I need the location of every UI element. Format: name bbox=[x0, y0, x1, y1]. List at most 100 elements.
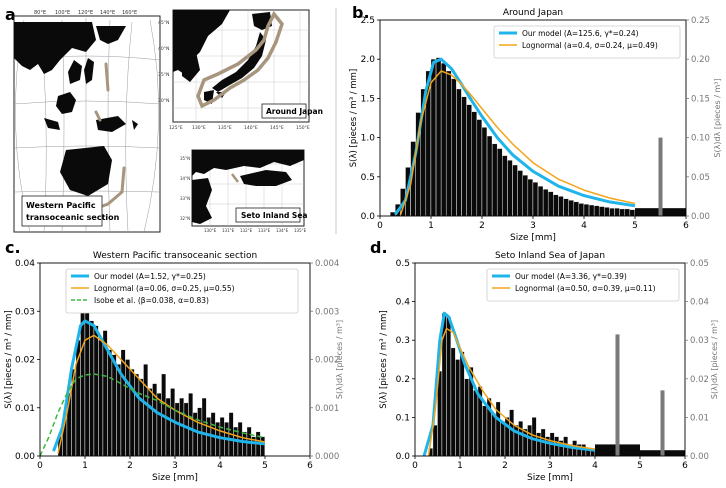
x-tick-label: 2 bbox=[479, 221, 485, 231]
y-tick-label: 0.2 bbox=[396, 375, 410, 385]
legend-label: Lognormal (a=0.50, σ=0.39, μ=0.11) bbox=[515, 284, 656, 293]
histogram-bar bbox=[126, 360, 130, 457]
y-tick-label: 0.5 bbox=[396, 259, 410, 269]
legend-label: Our model (A=3.36, γ*=0.39) bbox=[515, 272, 627, 281]
y-axis-right-label: S(λ)dλ [pieces / m³] bbox=[713, 78, 722, 157]
svg-text:135°E: 135°E bbox=[218, 125, 232, 131]
histogram-bar bbox=[492, 414, 496, 456]
histogram-bar bbox=[513, 165, 518, 216]
x-axis-label: Size [mm] bbox=[152, 473, 198, 483]
histogram-bar bbox=[604, 207, 609, 216]
svg-text:135°E: 135°E bbox=[294, 228, 307, 233]
histogram-bar bbox=[482, 127, 487, 216]
y-axis-right-label: S(λ)dλ [pieces / m³] bbox=[335, 320, 344, 399]
histogram-bar bbox=[543, 189, 548, 216]
histogram-bar bbox=[456, 360, 460, 457]
histogram-bar bbox=[579, 203, 584, 216]
histogram-bar bbox=[508, 160, 513, 216]
svg-text:130°E: 130°E bbox=[192, 125, 206, 131]
histogram-bar bbox=[553, 195, 558, 216]
svg-text:34°N: 34°N bbox=[180, 176, 190, 181]
histogram-bar bbox=[139, 379, 143, 456]
histogram-bar bbox=[497, 149, 502, 216]
svg-text:125°E: 125°E bbox=[169, 125, 183, 131]
figure-canvas: a. Western Pacific trans bbox=[0, 0, 726, 484]
y-tick-label: 2.0 bbox=[361, 55, 376, 65]
svg-text:140°E: 140°E bbox=[100, 10, 115, 16]
y-tick-label: 0.5 bbox=[361, 173, 375, 183]
y-tick-label: 2.5 bbox=[361, 16, 375, 26]
histogram-bar bbox=[189, 393, 193, 456]
x-tick-label: 3 bbox=[530, 221, 536, 231]
svg-text:134°E: 134°E bbox=[276, 228, 289, 233]
histogram-bar bbox=[584, 204, 589, 216]
svg-text:131°E: 131°E bbox=[222, 228, 235, 233]
x-tick-label: 3 bbox=[172, 461, 178, 471]
x-tick-label: 3 bbox=[547, 461, 553, 471]
figure-root: a. Western Pacific trans bbox=[0, 0, 726, 484]
y-axis-left-ticks: 0.0 0.5 1.0 1.5 2.0 2.5 bbox=[361, 16, 380, 222]
chart-title: Around Japan bbox=[503, 8, 563, 18]
svg-text:120°E: 120°E bbox=[78, 10, 93, 16]
histogram-bar bbox=[202, 398, 206, 456]
histogram-bar bbox=[446, 71, 451, 216]
y-tick-label: 0.0 bbox=[396, 452, 411, 462]
svg-text:100°E: 100°E bbox=[55, 10, 70, 16]
y-right-tick-label: 0.20 bbox=[691, 55, 710, 65]
y-tick-label: 0.01 bbox=[15, 404, 35, 414]
histogram-bar bbox=[144, 364, 148, 456]
x-tick-label: 4 bbox=[217, 461, 223, 471]
histogram-bar bbox=[599, 207, 604, 216]
histogram-bar bbox=[135, 374, 139, 456]
y-right-tick-label: 0.004 bbox=[315, 259, 339, 269]
x-axis-ticks: 0 1 2 3 4 5 6 bbox=[377, 216, 689, 231]
histogram-bar bbox=[117, 364, 121, 456]
histogram-bar bbox=[502, 156, 507, 216]
y-tick-label: 1.0 bbox=[361, 134, 376, 144]
histogram-bar bbox=[528, 179, 533, 216]
histogram-bar bbox=[436, 58, 441, 216]
histogram-bar bbox=[492, 144, 497, 216]
inset-japan-label: Around Japan bbox=[266, 107, 323, 116]
cumulative-bar bbox=[661, 390, 665, 456]
x-tick-label: 6 bbox=[683, 221, 689, 231]
panel-c-letter: c. bbox=[5, 238, 21, 257]
y-right-tick-label: 0.15 bbox=[691, 94, 710, 104]
svg-text:35°N: 35°N bbox=[180, 156, 190, 161]
legend-label: Lognormal (a=0.06, σ=0.25, μ=0.55) bbox=[94, 284, 235, 293]
histogram-bar bbox=[99, 340, 103, 456]
histogram-bar bbox=[569, 200, 574, 216]
legend-label: Isobe et al. (β=0.038, α=0.83) bbox=[94, 296, 209, 305]
y-right-tick-label: 0.10 bbox=[691, 134, 710, 144]
svg-text:130°E: 130°E bbox=[204, 228, 217, 233]
y-axis-right-ticks: 0.000.010.020.030.040.05 bbox=[685, 259, 709, 462]
x-tick-label: 1 bbox=[82, 461, 88, 471]
svg-text:150°E: 150°E bbox=[296, 125, 310, 131]
histogram-bar bbox=[574, 202, 579, 216]
histogram-bar bbox=[487, 136, 492, 216]
y-right-tick-label: 0.05 bbox=[690, 259, 709, 269]
histogram-bar bbox=[148, 388, 152, 456]
y-tick-label: 0.4 bbox=[396, 298, 411, 308]
panel-d: d. Seto Inland Sea of Japan0 1 2 3 4 5 6Size [m… bbox=[370, 238, 719, 483]
y-tick-label: 0.04 bbox=[15, 259, 35, 269]
y-right-tick-label: 0.04 bbox=[690, 298, 709, 308]
legend: Our model (A=3.36, γ*=0.39) Lognormal (a=… bbox=[487, 269, 679, 301]
x-tick-label: 5 bbox=[262, 461, 268, 471]
x-tick-label: 2 bbox=[502, 461, 508, 471]
histogram-bar bbox=[533, 182, 538, 216]
histogram-bar bbox=[472, 112, 477, 216]
histogram-bar bbox=[519, 421, 523, 456]
histogram-bar bbox=[564, 199, 569, 216]
inset-seto-lon-ticks: 130°E 131°E 132°E 133°E 134°E 135°E bbox=[204, 228, 307, 233]
y-right-tick-label: 0.02 bbox=[690, 375, 709, 385]
svg-text:80°E: 80°E bbox=[34, 10, 46, 16]
histogram-bar bbox=[510, 410, 514, 456]
x-tick-label: 2 bbox=[127, 461, 133, 471]
y-right-tick-label: 0.001 bbox=[315, 404, 339, 414]
histogram-bar bbox=[261, 437, 265, 456]
x-tick-label: 6 bbox=[307, 461, 313, 471]
histogram-bar bbox=[610, 208, 615, 216]
histogram-bar bbox=[594, 206, 599, 216]
histogram-bar bbox=[243, 432, 247, 456]
